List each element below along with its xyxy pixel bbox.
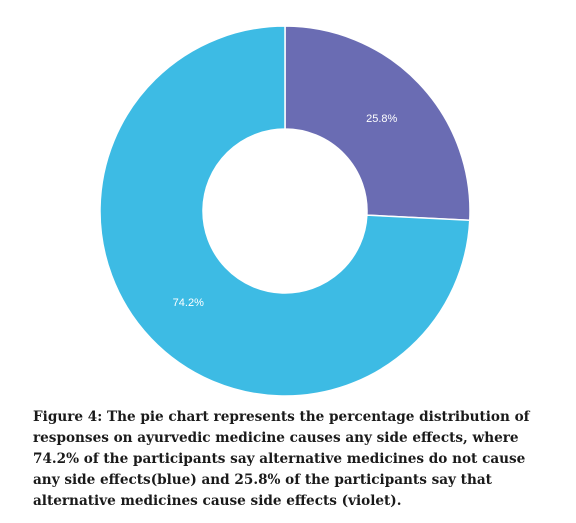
donut-chart: 25.8% 74.2% (99, 25, 471, 397)
pie-slice-1 (284, 25, 471, 222)
labels-group: 25.8% 74.2% (173, 113, 398, 309)
caption-line-5: alternative medicines cause side effects… (33, 493, 402, 509)
caption-line-4: any side effects(blue) and 25.8% of the … (33, 472, 492, 488)
figure-caption: Figure 4: The pie chart represents the p… (33, 407, 558, 512)
pie-slice-2 (99, 25, 471, 397)
donut-chart-svg: 25.8% 74.2% (99, 25, 471, 397)
caption-line-1: Figure 4: The pie chart represents the p… (33, 409, 530, 425)
caption-line-2: responses on ayurvedic medicine causes a… (33, 430, 519, 446)
caption-line-3: 74.2% of the participants say alternativ… (33, 451, 526, 467)
slice-label-1: 25.8% (366, 113, 397, 125)
slices-group (99, 25, 471, 397)
slice-label-2: 74.2% (173, 297, 204, 309)
